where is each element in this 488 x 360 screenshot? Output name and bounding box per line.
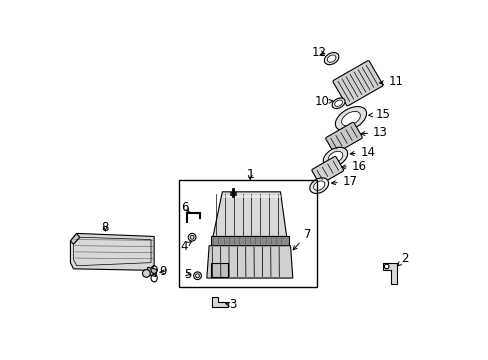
- Circle shape: [142, 270, 150, 277]
- Text: 7: 7: [292, 228, 311, 250]
- Text: 15: 15: [368, 108, 389, 121]
- Text: 1: 1: [246, 168, 254, 181]
- Text: 9: 9: [159, 265, 166, 278]
- Text: 14: 14: [349, 146, 375, 159]
- Text: 13: 13: [360, 126, 387, 139]
- Ellipse shape: [334, 100, 342, 107]
- FancyBboxPatch shape: [332, 61, 382, 106]
- Text: 5: 5: [184, 268, 191, 281]
- Circle shape: [188, 233, 196, 241]
- Bar: [210, 263, 227, 276]
- Ellipse shape: [326, 55, 335, 62]
- Circle shape: [193, 272, 201, 280]
- Ellipse shape: [335, 107, 366, 131]
- Polygon shape: [213, 192, 286, 237]
- Polygon shape: [206, 246, 292, 278]
- Text: 8: 8: [102, 221, 109, 234]
- FancyBboxPatch shape: [325, 122, 362, 153]
- Text: 16: 16: [341, 160, 366, 173]
- Polygon shape: [146, 267, 157, 276]
- Circle shape: [384, 264, 388, 269]
- Text: 3: 3: [225, 298, 236, 311]
- Ellipse shape: [327, 151, 342, 163]
- Text: 6: 6: [181, 201, 188, 214]
- Polygon shape: [70, 233, 154, 270]
- Polygon shape: [70, 233, 80, 244]
- Ellipse shape: [309, 178, 328, 193]
- Polygon shape: [382, 263, 396, 284]
- Ellipse shape: [324, 53, 338, 65]
- Text: 10: 10: [314, 95, 332, 108]
- Text: 2: 2: [397, 252, 408, 266]
- Text: 4: 4: [180, 240, 191, 253]
- Bar: [210, 237, 288, 246]
- Ellipse shape: [323, 147, 347, 167]
- Polygon shape: [212, 297, 227, 306]
- Ellipse shape: [313, 181, 324, 190]
- Ellipse shape: [331, 98, 345, 109]
- Ellipse shape: [341, 111, 360, 126]
- Text: 17: 17: [331, 175, 357, 188]
- Bar: [179, 180, 316, 287]
- Text: 12: 12: [311, 46, 326, 59]
- FancyBboxPatch shape: [311, 157, 343, 184]
- Text: 11: 11: [379, 75, 403, 88]
